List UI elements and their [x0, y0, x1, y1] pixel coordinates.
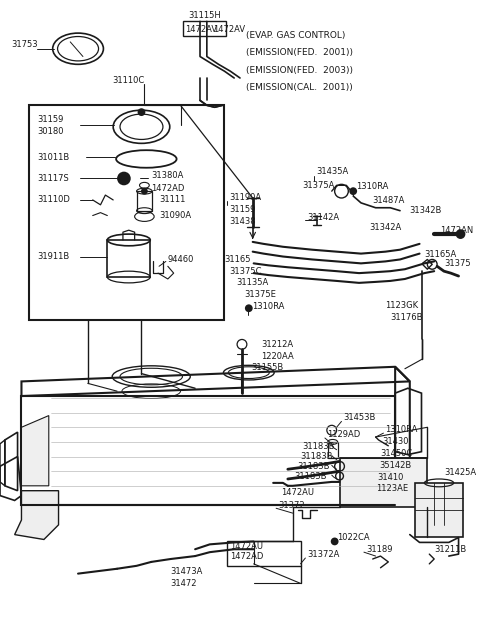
Text: 31911B: 31911B	[37, 252, 69, 261]
Text: 1123GK: 1123GK	[385, 301, 419, 310]
Bar	[183, 22, 227, 36]
Text: 31375E: 31375E	[244, 290, 276, 299]
Text: 31438: 31438	[229, 217, 256, 226]
Text: 1123AE: 1123AE	[376, 484, 408, 494]
Text: 31111: 31111	[159, 195, 185, 204]
Text: 31135A: 31135A	[236, 279, 268, 287]
Text: 31090A: 31090A	[159, 211, 191, 220]
Text: 31375: 31375	[444, 259, 470, 268]
Text: 31212A: 31212A	[262, 340, 294, 349]
Bar	[415, 483, 464, 537]
Text: 1129AD: 1129AD	[327, 429, 360, 439]
Text: 31176B: 31176B	[390, 314, 423, 322]
Text: 31342B: 31342B	[410, 206, 442, 215]
Bar	[339, 459, 427, 508]
Text: 31190A: 31190A	[229, 193, 262, 202]
Text: 31159: 31159	[229, 205, 256, 214]
Text: 31115H: 31115H	[189, 11, 221, 20]
Text: 1472AV: 1472AV	[185, 25, 217, 34]
Polygon shape	[14, 491, 59, 539]
Text: 1472AD: 1472AD	[151, 184, 185, 193]
Text: 1472AD: 1472AD	[230, 551, 264, 560]
Text: 31430: 31430	[383, 438, 409, 446]
Text: 1472AU: 1472AU	[281, 488, 314, 497]
Text: 31011B: 31011B	[37, 153, 69, 162]
Text: 31183B: 31183B	[295, 471, 327, 481]
Text: 31380A: 31380A	[151, 171, 184, 180]
Text: 31342A: 31342A	[369, 223, 401, 232]
Text: 1472AU: 1472AU	[230, 542, 263, 551]
Text: 31165: 31165	[225, 255, 251, 264]
Circle shape	[245, 305, 252, 312]
Text: 1472AN: 1472AN	[440, 226, 473, 235]
Text: 31110D: 31110D	[37, 195, 70, 204]
Text: 31472: 31472	[171, 579, 197, 588]
Text: 1022CA: 1022CA	[336, 533, 369, 542]
Text: 30180: 30180	[37, 127, 63, 136]
Text: 31450C: 31450C	[381, 449, 413, 458]
Text: 31372: 31372	[278, 501, 305, 510]
Polygon shape	[22, 415, 49, 486]
Circle shape	[117, 172, 131, 185]
Text: 31183B: 31183B	[302, 442, 335, 452]
Text: 31375A: 31375A	[302, 181, 335, 190]
Text: 31117S: 31117S	[37, 174, 69, 183]
Bar	[228, 541, 300, 566]
Bar	[108, 240, 150, 277]
Text: 31211B: 31211B	[434, 545, 467, 554]
Text: 1310RA: 1310RA	[356, 182, 388, 191]
Text: 31375C: 31375C	[229, 266, 262, 275]
Text: 31372A: 31372A	[307, 550, 340, 558]
Text: 31425A: 31425A	[444, 467, 476, 476]
Text: 31410: 31410	[378, 473, 404, 481]
Text: 31453B: 31453B	[343, 413, 376, 422]
Text: 1310RA: 1310RA	[385, 425, 418, 434]
Bar	[137, 191, 152, 211]
Bar	[328, 442, 337, 457]
Circle shape	[138, 108, 145, 116]
Circle shape	[141, 188, 148, 195]
Text: 1310RA: 1310RA	[252, 302, 284, 311]
Text: 31159: 31159	[37, 116, 63, 125]
Text: (EVAP. GAS CONTROL): (EVAP. GAS CONTROL)	[246, 31, 345, 39]
Text: 31110C: 31110C	[112, 76, 144, 85]
Text: (EMISSION(FED.  2003)): (EMISSION(FED. 2003))	[246, 66, 353, 74]
Text: 31183B: 31183B	[300, 452, 333, 461]
Circle shape	[331, 537, 338, 545]
Text: 35142B: 35142B	[380, 461, 412, 470]
Text: 1220AA: 1220AA	[262, 352, 294, 361]
Text: 31183B: 31183B	[298, 462, 330, 471]
Text: 1472AV: 1472AV	[213, 25, 245, 34]
Bar	[29, 106, 225, 320]
Text: 31753: 31753	[12, 40, 38, 50]
Circle shape	[456, 229, 466, 239]
Text: (EMISSION(CAL.  2001)): (EMISSION(CAL. 2001))	[246, 83, 353, 92]
Text: 31435A: 31435A	[316, 167, 348, 176]
Text: 31473A: 31473A	[171, 567, 203, 576]
Text: 31189: 31189	[366, 545, 392, 554]
Text: 31487A: 31487A	[372, 197, 405, 205]
Text: 31155B: 31155B	[252, 363, 284, 372]
Text: 94460: 94460	[168, 255, 194, 264]
Text: (EMISSION(FED.  2001)): (EMISSION(FED. 2001))	[246, 48, 353, 57]
Text: 31165A: 31165A	[424, 250, 456, 259]
Circle shape	[349, 187, 357, 195]
Text: 31142A: 31142A	[307, 213, 339, 222]
